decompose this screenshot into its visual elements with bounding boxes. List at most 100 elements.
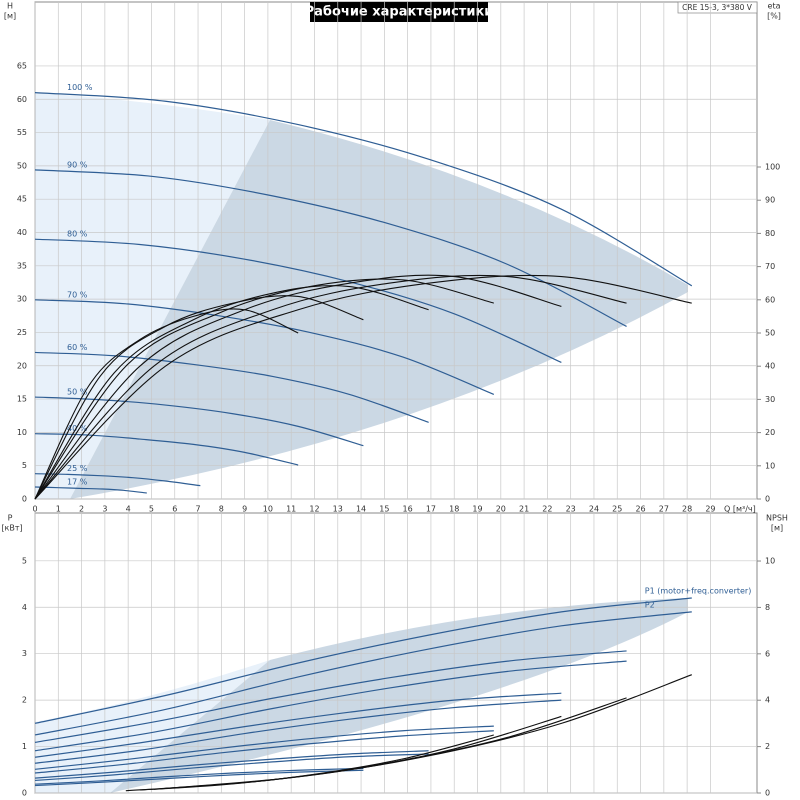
curve (34, 660, 627, 752)
x-tick-label: 8 (219, 505, 224, 514)
curve (34, 597, 692, 724)
x-tick-label: 15 (379, 505, 389, 514)
curve-label: P1 (motor+freq.converter) (645, 586, 752, 595)
x-tick-label: 3 (102, 505, 107, 514)
curve (34, 274, 562, 500)
y-tick-label: 35 (17, 261, 27, 270)
y2-tick-label: 40 (765, 362, 775, 371)
y2-tick-label: 10 (765, 461, 775, 470)
extended-range (35, 93, 270, 499)
y-tick-label: 55 (17, 128, 27, 137)
curve (34, 699, 562, 764)
y-axis-unit: [кВт] (1, 524, 22, 533)
x-tick-label: 28 (682, 505, 692, 514)
x-tick-label: 17 (426, 505, 436, 514)
curve (34, 753, 429, 782)
y-tick-label: 65 (17, 61, 27, 70)
y-tick-label: 50 (17, 161, 27, 170)
x-tick-label: 22 (542, 505, 552, 514)
x-tick-label: 11 (286, 505, 296, 514)
curve-label: 80 % (67, 230, 88, 239)
x-tick-label: 25 (612, 505, 622, 514)
x-tick-label: 19 (472, 505, 482, 514)
curve (34, 692, 562, 758)
y2-tick-label: 70 (765, 262, 775, 271)
x-tick-label: 9 (242, 505, 247, 514)
operating-range (70, 120, 688, 499)
x-tick-label: 2 (79, 505, 84, 514)
curve-label: 90 % (67, 160, 88, 169)
curve-label: 17 % (67, 478, 88, 487)
curve-label: 60 % (67, 343, 88, 352)
curve-label: P2 (645, 600, 655, 609)
curve (34, 611, 692, 736)
model-label: CRE 15-3, 3*380 V (682, 3, 753, 12)
x-tick-label: 1 (56, 505, 61, 514)
curve (34, 486, 147, 494)
y-tick-label: 20 (17, 361, 27, 370)
y-tick-label: 4 (22, 603, 27, 612)
y-tick-label: 0 (22, 495, 27, 504)
y-tick-label: 60 (17, 95, 27, 104)
y-tick-label: 5 (22, 556, 27, 565)
curve (34, 650, 627, 743)
x-tick-label: 14 (356, 505, 366, 514)
x-tick-label: 13 (333, 505, 343, 514)
x-tick-label: 7 (195, 505, 200, 514)
curve (34, 433, 299, 466)
curve (34, 238, 562, 363)
curve (34, 169, 627, 327)
title-box (310, 2, 488, 22)
x-tick-label: 21 (519, 505, 529, 514)
y2-tick-label: 4 (765, 696, 770, 705)
curve-label: 100 % (67, 83, 93, 92)
curve (34, 299, 495, 395)
y2-axis-unit: [м] (771, 524, 783, 533)
y2-tick-label: 2 (765, 742, 770, 751)
curve (125, 734, 494, 792)
curve (34, 769, 364, 787)
curve-label: 50 % (67, 388, 88, 397)
x-tick-label: 10 (263, 505, 273, 514)
y-tick-label: 40 (17, 228, 27, 237)
y2-tick-label: 10 (765, 557, 775, 566)
y2-tick-label: 20 (765, 428, 775, 437)
curve (34, 285, 429, 500)
y2-tick-label: 90 (765, 196, 775, 205)
extended-range (35, 660, 270, 793)
x-tick-label: 6 (172, 505, 177, 514)
x-axis-title: Q [м³/ч] (724, 505, 756, 514)
x-tick-label: 24 (589, 505, 599, 514)
y2-tick-label: 30 (765, 395, 775, 404)
curve (34, 750, 429, 779)
y2-tick-label: 6 (765, 649, 770, 658)
y-tick-label: 1 (22, 742, 27, 751)
y-tick-label: 5 (22, 461, 27, 470)
curve-label: 25 % (67, 464, 88, 473)
y-tick-label: 30 (17, 295, 27, 304)
x-tick-label: 16 (403, 505, 413, 514)
curve (34, 308, 299, 500)
x-tick-label: 0 (32, 505, 37, 514)
curve (34, 274, 627, 500)
x-tick-label: 18 (449, 505, 459, 514)
curve (34, 767, 364, 785)
y2-tick-label: 0 (765, 789, 770, 798)
curve-label: 40 % (67, 424, 88, 433)
y-tick-label: 2 (22, 696, 27, 705)
y2-axis-title: NPSH (766, 514, 788, 523)
model-box (677, 1, 758, 14)
x-tick-label: 4 (126, 505, 131, 514)
y-axis-unit: [м] (4, 12, 16, 21)
y2-tick-label: 0 (765, 495, 770, 504)
curve (34, 274, 692, 500)
operating-ranges (35, 93, 688, 793)
chart-title: Рабочие характеристики (305, 5, 494, 20)
y2-axis-title: eta (768, 2, 781, 11)
curve (34, 278, 494, 500)
y-tick-label: 10 (17, 428, 27, 437)
y-tick-label: 45 (17, 195, 27, 204)
y-tick-label: 0 (22, 789, 27, 798)
y2-tick-label: 80 (765, 229, 775, 238)
